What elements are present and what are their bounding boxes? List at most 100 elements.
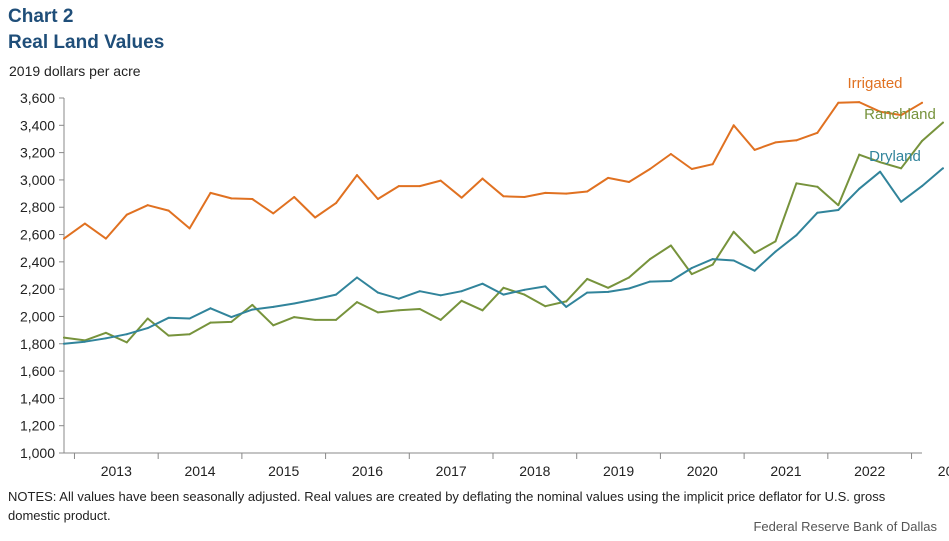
data-point-ranchland (293, 316, 296, 319)
data-point-ranchland (879, 161, 882, 164)
data-point-dryland (376, 291, 379, 294)
legend-label-dryland: Dryland (869, 148, 921, 165)
data-point-dryland (690, 266, 693, 269)
data-point-irrigated (272, 212, 275, 215)
data-point-dryland (209, 307, 212, 310)
x-tick-label: 2016 (352, 463, 383, 479)
data-point-dryland (732, 259, 735, 262)
legend-label-ranchland: Ranchland (864, 106, 936, 123)
data-point-irrigated (335, 202, 338, 205)
data-point-ranchland (355, 301, 358, 304)
data-point-irrigated (146, 204, 149, 207)
x-tick-label: 2018 (519, 463, 550, 479)
data-point-dryland (272, 305, 275, 308)
data-point-dryland (146, 327, 149, 330)
data-point-dryland (481, 282, 484, 285)
data-point-dryland (774, 250, 777, 253)
data-point-dryland (921, 185, 923, 188)
x-tick-label: 2020 (687, 463, 718, 479)
y-axis-label: 2019 dollars per acre (9, 63, 141, 79)
y-tick-label: 2,000 (20, 308, 55, 324)
data-point-ranchland (481, 309, 484, 312)
data-point-irrigated (355, 174, 358, 177)
data-point-irrigated (167, 209, 170, 212)
y-tick-label: 3,200 (20, 145, 55, 161)
data-point-irrigated (188, 227, 191, 230)
data-point-ranchland (607, 286, 610, 289)
chart-axes: 1,000 1,200 1,400 1,600 1,800 2,000 2,200 2,400… (20, 90, 949, 479)
data-point-irrigated (293, 195, 296, 198)
data-point-ranchland (837, 204, 840, 207)
data-point-irrigated (921, 101, 923, 104)
data-point-irrigated (795, 139, 798, 142)
data-point-ranchland (376, 311, 379, 314)
data-point-dryland (879, 170, 882, 173)
data-point-dryland (586, 291, 589, 294)
chart-title: Real Land Values (8, 32, 165, 53)
data-point-dryland (837, 208, 840, 211)
data-point-dryland (293, 302, 296, 305)
data-point-irrigated (209, 191, 212, 194)
data-point-irrigated (711, 163, 714, 166)
data-point-ranchland (732, 230, 735, 233)
data-point-ranchland (900, 167, 903, 170)
data-point-irrigated (83, 222, 86, 225)
y-tick-label: 2,400 (20, 254, 55, 270)
y-tick-label: 2,600 (20, 227, 55, 243)
data-point-ranchland (921, 140, 923, 143)
data-point-ranchland (711, 263, 714, 266)
data-point-irrigated (648, 168, 651, 170)
data-point-dryland (314, 298, 317, 301)
data-point-ranchland (690, 273, 693, 276)
data-point-dryland (816, 211, 819, 214)
data-point-ranchland (188, 333, 191, 336)
data-point-dryland (418, 290, 421, 293)
data-point-irrigated (502, 195, 505, 198)
y-tick-label: 3,400 (20, 117, 55, 133)
data-point-irrigated (607, 176, 610, 179)
data-point-ranchland (125, 341, 128, 344)
y-tick-label: 1,000 (20, 445, 55, 461)
data-point-irrigated (523, 195, 526, 198)
data-point-dryland (565, 305, 568, 308)
data-point-dryland (795, 234, 798, 237)
data-point-ranchland (104, 331, 107, 334)
data-point-ranchland (251, 303, 254, 306)
series-line-dryland (63, 167, 944, 345)
data-point-ranchland (314, 318, 317, 321)
x-tick-label: 2014 (184, 463, 215, 479)
x-tick-label: 2013 (101, 463, 132, 479)
data-point-ranchland (628, 276, 631, 279)
data-point-ranchland (586, 277, 589, 280)
y-tick-label: 3,000 (20, 172, 55, 188)
data-point-dryland (628, 287, 631, 290)
chart-legend: Irrigated Ranchland Dryland (847, 75, 935, 165)
data-point-irrigated (104, 237, 107, 240)
data-point-irrigated (816, 131, 819, 134)
x-tick-label: 2015 (268, 463, 299, 479)
y-tick-label: 1,200 (20, 418, 55, 434)
data-point-irrigated (753, 148, 756, 151)
data-point-irrigated (251, 198, 254, 201)
y-tick-label: 1,400 (20, 390, 55, 406)
x-tick-label: 2019 (603, 463, 634, 479)
data-point-dryland (523, 288, 526, 291)
data-point-irrigated (774, 141, 777, 144)
legend-label-irrigated: Irrigated (847, 75, 902, 92)
data-point-dryland (900, 200, 903, 203)
data-point-dryland (711, 258, 714, 261)
data-point-dryland (355, 276, 358, 279)
data-point-irrigated (628, 180, 631, 183)
data-point-ranchland (753, 251, 756, 254)
data-point-ranchland (418, 307, 421, 310)
data-point-irrigated (565, 192, 568, 195)
data-point-irrigated (669, 152, 672, 155)
data-point-dryland (397, 297, 400, 300)
series-line-ranchland (63, 121, 944, 344)
data-point-dryland (460, 290, 463, 293)
data-point-irrigated (230, 197, 233, 200)
data-point-ranchland (648, 258, 651, 261)
data-point-irrigated (418, 185, 421, 188)
data-point-dryland (63, 342, 65, 345)
data-point-dryland (753, 269, 756, 272)
